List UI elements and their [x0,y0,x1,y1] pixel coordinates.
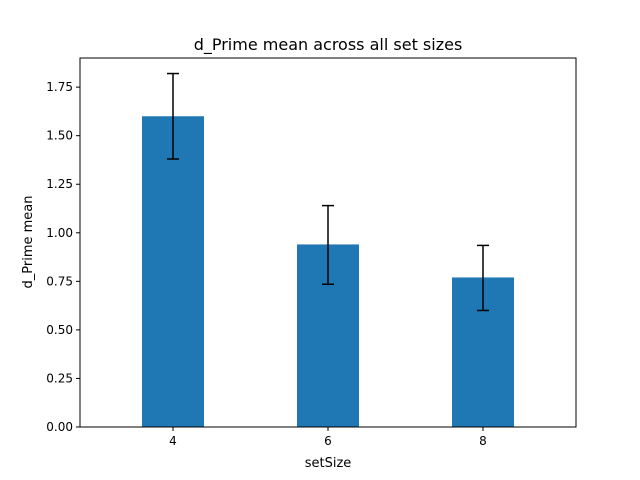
x-tick-label: 8 [479,434,487,448]
x-tick-label: 4 [169,434,177,448]
error-bar-setsize-6 [322,204,334,286]
x-axis-label: setSize [305,456,352,471]
y-tick-label: 0.25 [46,371,73,385]
y-tick-label: 1.50 [46,129,73,143]
plot-frame [79,57,577,428]
y-tick-label: 0.00 [46,420,73,434]
x-tick-label: 6 [324,434,332,448]
y-axis: 0.00 0.25 0.50 0.75 1.00 1.25 1.50 1.75 [46,80,80,434]
y-tick-label: 0.75 [46,274,73,288]
error-bar-setsize-8 [477,244,489,312]
plot-area [142,72,514,428]
bar-setsize-4 [142,116,204,428]
x-axis: 4 6 8 [169,427,487,448]
y-tick-label: 1.25 [46,177,73,191]
error-bar-setsize-4 [167,72,179,160]
chart-title: d_Prime mean across all set sizes [194,35,463,55]
y-tick-label: 1.00 [46,226,73,240]
y-tick-label: 0.50 [46,323,73,337]
y-tick-label: 1.75 [46,80,73,94]
y-axis-label: d_Prime mean [21,196,36,289]
